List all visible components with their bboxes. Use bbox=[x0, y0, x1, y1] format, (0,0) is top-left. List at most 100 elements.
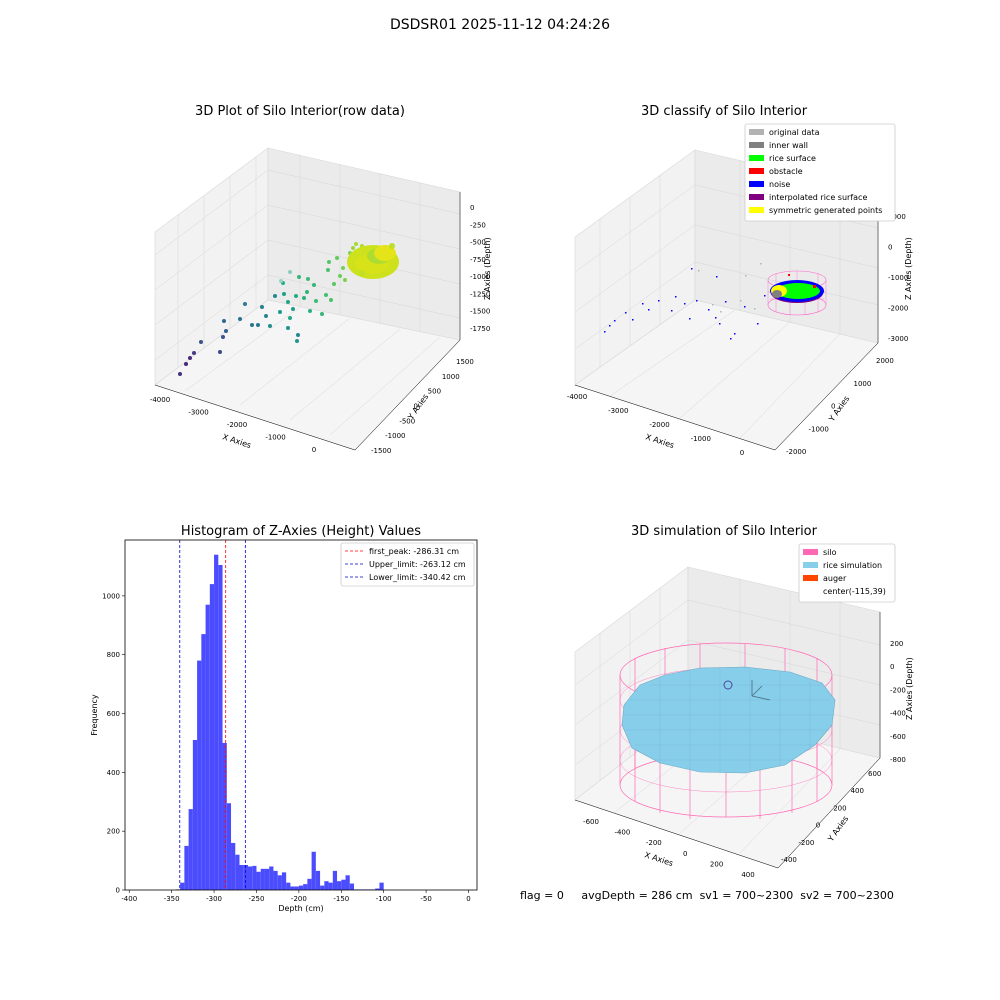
hist-xtick-label: -150 bbox=[333, 895, 349, 903]
p4-x-tick: 400 bbox=[741, 871, 754, 879]
flag-text: flag = 0 bbox=[520, 889, 564, 902]
hist-bar bbox=[222, 742, 227, 890]
hist-ytick-label: 600 bbox=[107, 710, 120, 718]
p4-x-tick: 200 bbox=[710, 860, 723, 868]
p4-z-tick: -200 bbox=[890, 686, 906, 694]
hist-bar bbox=[298, 885, 304, 890]
p1-z-tick: -1000 bbox=[470, 273, 490, 281]
hist-ytick-label: 800 bbox=[107, 651, 120, 659]
p2-y-tick: 2000 bbox=[876, 357, 894, 365]
hist-bar bbox=[209, 584, 215, 890]
legend-swatch bbox=[803, 549, 818, 555]
legend-label: rice simulation bbox=[823, 561, 882, 570]
p2-x-tick: -2000 bbox=[649, 421, 669, 429]
hist-ytick-label: 1000 bbox=[102, 592, 120, 600]
legend-label: symmetric generated points bbox=[769, 206, 882, 215]
hist-xtick-label: 0 bbox=[466, 895, 470, 903]
hist-bar bbox=[273, 870, 278, 890]
hist-bar bbox=[375, 888, 380, 890]
panel-simulation: -600 -400 -200 0 200 400 -400 -200 0 200 400 600 200… bbox=[574, 543, 914, 879]
p1-x-tick: -1000 bbox=[265, 434, 285, 442]
legend-swatch bbox=[749, 194, 764, 200]
hist-bar bbox=[307, 878, 312, 890]
legend-box bbox=[798, 543, 896, 603]
hist-bar bbox=[231, 842, 236, 890]
hist-bar bbox=[345, 875, 350, 890]
p4-z-tick: -800 bbox=[890, 756, 906, 764]
p1-zlabel: Z Axies (Depth) bbox=[483, 237, 492, 300]
legend-label: original data bbox=[769, 128, 820, 137]
hist-legend-label: Lower_limit: -340.42 cm bbox=[369, 573, 466, 582]
p1-z-tick: -1750 bbox=[470, 325, 490, 333]
hist-bar bbox=[239, 865, 244, 890]
p2-rice-surface bbox=[776, 283, 820, 299]
p1-z-tick: -1500 bbox=[470, 308, 490, 316]
p1-y-tick: 0 bbox=[414, 403, 418, 411]
p4-z-tick: -600 bbox=[890, 733, 906, 741]
hist-bar bbox=[379, 882, 384, 890]
p1-y-tick: 500 bbox=[428, 388, 441, 396]
p2-x-tick: -3000 bbox=[608, 407, 628, 415]
hist-bar bbox=[332, 870, 338, 890]
legend-swatch bbox=[749, 168, 764, 174]
legend-swatch bbox=[803, 562, 818, 568]
hist-xtick-label: -200 bbox=[291, 895, 307, 903]
hist-bar bbox=[328, 882, 333, 890]
p2-y-tick: -2000 bbox=[786, 448, 806, 456]
hist-xtick-label: -100 bbox=[376, 895, 392, 903]
hist-ylabel: Frequency bbox=[90, 694, 99, 736]
hist-bar bbox=[180, 882, 185, 890]
p1-z-tick: -1250 bbox=[470, 290, 490, 298]
p4-y-tick: -200 bbox=[798, 839, 814, 847]
p4-rice-surface bbox=[621, 666, 836, 774]
avg-depth-text: avgDepth = 286 cm bbox=[581, 889, 693, 902]
plot1-title: 3D Plot of Silo Interior(row data) bbox=[195, 104, 405, 119]
p4-auger bbox=[723, 680, 733, 690]
hist-bar bbox=[214, 554, 219, 890]
hist-xtick-label: -350 bbox=[164, 895, 180, 903]
hist-bar bbox=[294, 886, 299, 890]
legend-label: rice surface bbox=[769, 154, 816, 163]
hist-bar bbox=[337, 881, 342, 890]
plot2-title: 3D classify of Silo Interior bbox=[640, 104, 808, 119]
p1-y-tick: 1500 bbox=[456, 358, 474, 366]
p4-zlabel: Z Axies (Depth) bbox=[905, 657, 914, 720]
hist-bar bbox=[277, 875, 282, 890]
figure-title: DSDSR01 2025-11-12 04:24:26 bbox=[389, 17, 610, 33]
p1-y-tick: -500 bbox=[399, 417, 415, 425]
p2-x-tick: -1000 bbox=[691, 435, 711, 443]
hist-bar bbox=[286, 882, 291, 890]
hist-legend: first_peak: -286.31 cm Upper_limit: -263.… bbox=[340, 542, 475, 587]
p2-z-tick: -1000 bbox=[888, 274, 908, 282]
hist-bar bbox=[197, 660, 202, 890]
hist-bar bbox=[226, 803, 232, 890]
p4-x-tick: -200 bbox=[646, 839, 662, 847]
p1-x-tick: -2000 bbox=[227, 421, 247, 429]
p4-x-tick: -600 bbox=[583, 818, 599, 826]
hist-bar bbox=[281, 872, 287, 890]
legend-label: center(-115,39) bbox=[823, 587, 886, 596]
legend-label: inner wall bbox=[769, 141, 808, 150]
hist-bar bbox=[264, 868, 270, 890]
status-footer: flag = 0 avgDepth = 286 cm sv1 = 700~230… bbox=[520, 889, 894, 902]
legend-label: obstacle bbox=[769, 167, 803, 176]
legend-label: silo bbox=[823, 548, 837, 557]
p4-ylabel: Y Axies bbox=[826, 814, 851, 844]
p1-z-tick: 0 bbox=[470, 204, 474, 212]
hist-ytick-label: 400 bbox=[107, 769, 120, 777]
p1-y-tick: -1000 bbox=[385, 432, 405, 440]
hist-bar bbox=[341, 879, 346, 890]
hist-bar bbox=[324, 881, 329, 890]
legend-swatch bbox=[749, 181, 764, 187]
p2-y-tick: 0 bbox=[831, 403, 835, 411]
hist-bar bbox=[311, 851, 316, 890]
p1-x-tick: -4000 bbox=[150, 396, 170, 404]
p1-ylabel: Y Axies bbox=[406, 392, 431, 422]
hist-bar bbox=[201, 634, 206, 890]
p2-legend: original data inner wall rice surface obsta… bbox=[744, 123, 896, 222]
hist-ytick-label: 200 bbox=[107, 828, 120, 836]
p1-xlabel: X Axies bbox=[221, 432, 252, 450]
p1-y-tick: -1500 bbox=[371, 447, 391, 455]
hist-legend-box bbox=[340, 542, 475, 587]
